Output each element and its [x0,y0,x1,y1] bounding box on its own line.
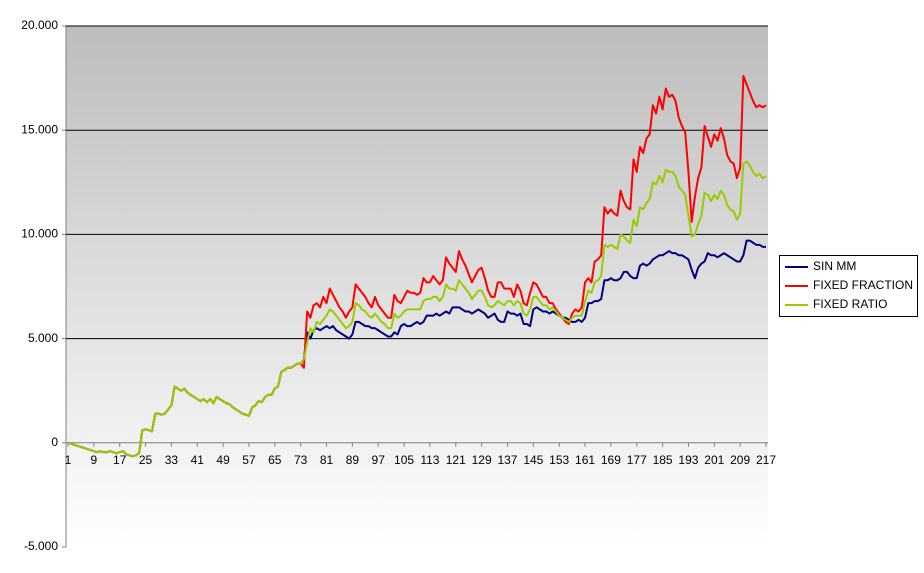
x-tick-label: 161 [575,453,595,467]
x-tick-label: 97 [372,453,386,467]
x-tick-label: 73 [294,453,308,467]
x-tick-label: 89 [346,453,360,467]
x-tick-label: 145 [523,453,543,467]
legend-label: FIXED RATIO [813,297,887,311]
y-tick-label: 15.000 [21,122,58,136]
x-tick-label: 9 [91,453,98,467]
x-tick-label: 217 [756,453,776,467]
legend-label: FIXED FRACTION [813,278,913,292]
x-tick-label: 49 [216,453,230,467]
x-tick-label: 209 [730,453,750,467]
y-tick-label: -5.000 [24,539,58,553]
x-tick-label: 65 [268,453,282,467]
y-tick-label: 10.000 [21,227,58,241]
x-tick-label: 1 [65,453,72,467]
x-tick-label: 121 [446,453,466,467]
y-tick-label: 0 [51,435,58,449]
x-tick-label: 153 [549,453,569,467]
y-tick-label: 5.000 [28,331,58,345]
x-tick-label: 137 [497,453,517,467]
x-tick-label: 57 [242,453,256,467]
plot-area [66,26,768,547]
y-tick-label: 20.000 [21,18,58,32]
x-tick-label: 41 [191,453,205,467]
x-tick-label: 105 [394,453,414,467]
x-tick-label: 81 [320,453,334,467]
x-tick-label: 185 [653,453,673,467]
x-tick-label: 17 [113,453,127,467]
x-tick-label: 113 [420,453,439,467]
x-tick-label: 129 [472,453,492,467]
x-tick-label: 193 [678,453,698,467]
x-tick-label: 33 [165,453,179,467]
legend: SIN MM FIXED FRACTION FIXED RATIO [785,259,913,311]
x-tick-label: 201 [704,453,724,467]
x-tick-label: 25 [139,453,153,467]
x-tick-label: 169 [601,453,621,467]
series-line [67,160,767,458]
legend-label: SIN MM [813,259,856,273]
x-tick-label: 177 [627,453,647,467]
